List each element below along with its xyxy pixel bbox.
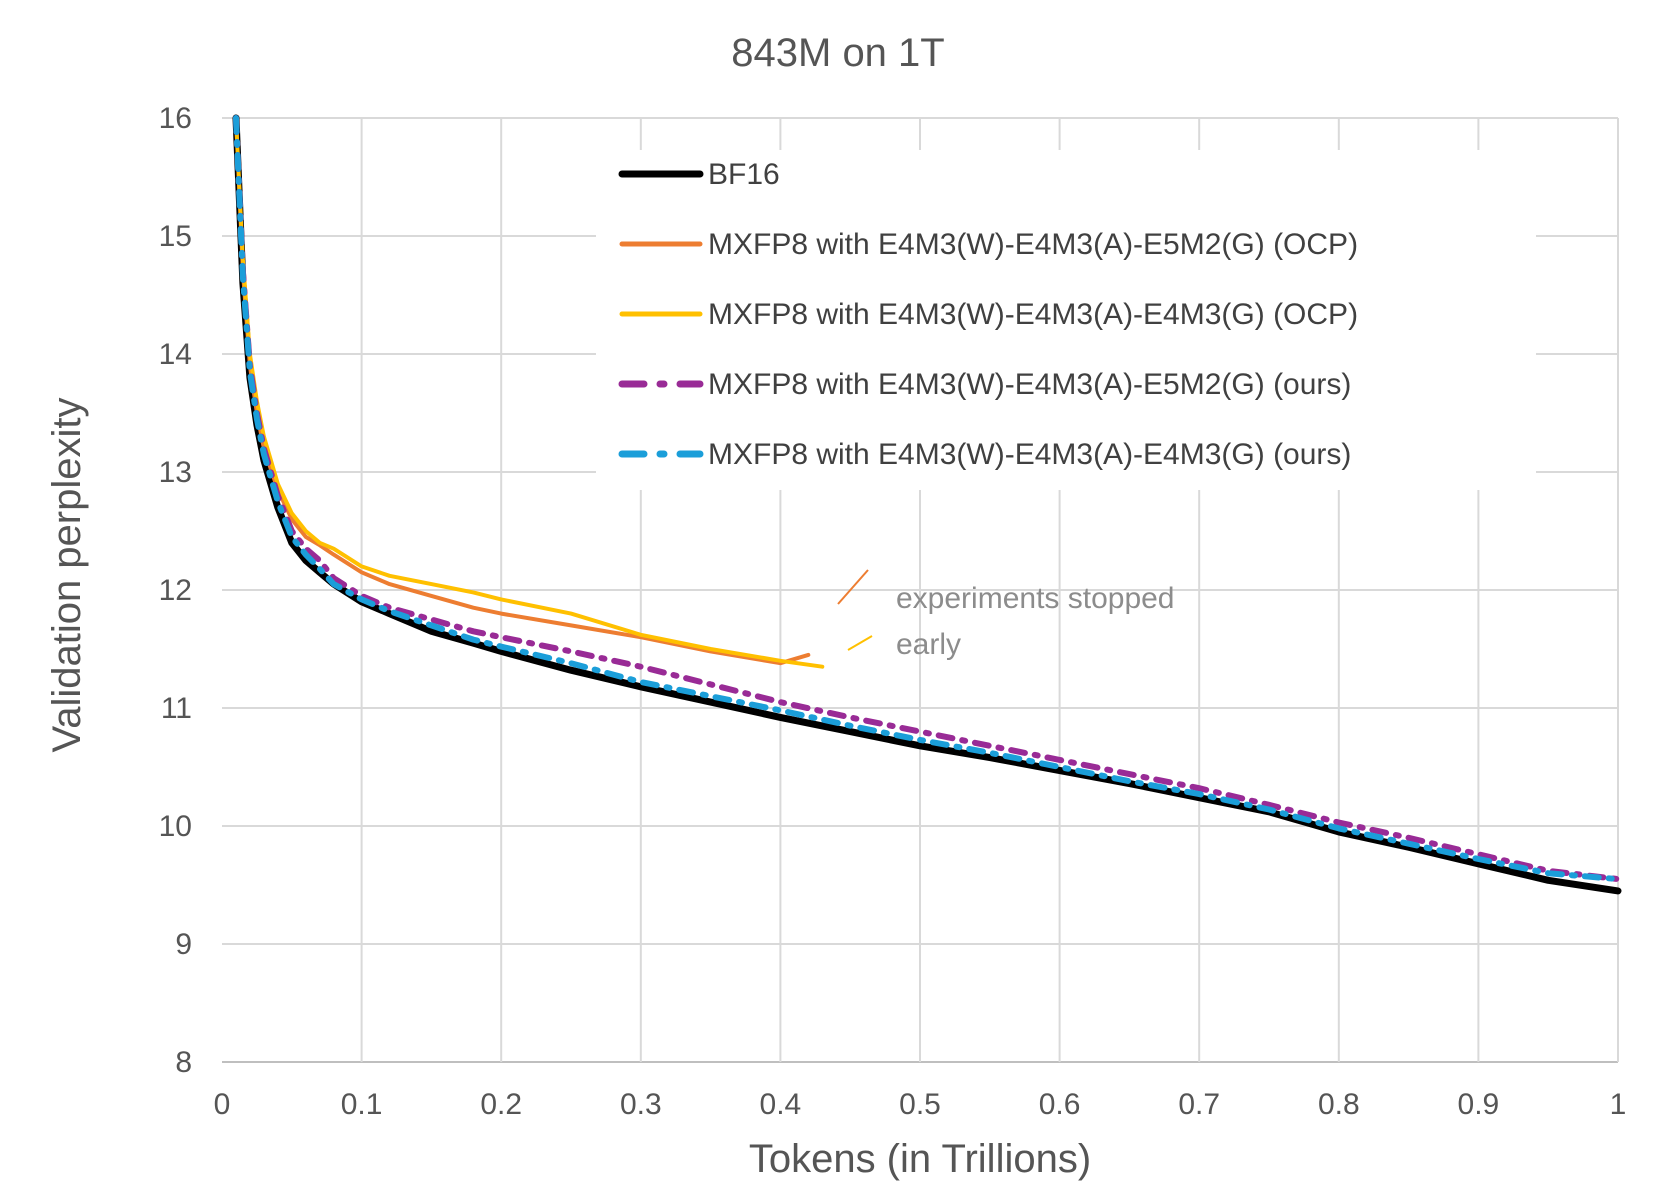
series-line-5 [233, 115, 1621, 883]
x-tick-label: 0.8 [1318, 1088, 1360, 1121]
y-tick-label: 13 [159, 456, 192, 489]
series-layer [232, 114, 1622, 895]
x-tick-label: 0 [214, 1088, 231, 1121]
y-axis-title-group: Validation perplexity [45, 397, 89, 752]
grid [222, 117, 1619, 1063]
y-tick-label: 8 [175, 1046, 192, 1079]
annotation-pointer-yellow [847, 635, 873, 651]
annotation-line-1: experiments stopped [896, 582, 1175, 615]
legend-label-3: MXFP8 with E4M3(W)-E4M3(A)-E4M3(G) (OCP) [708, 298, 1358, 331]
annotation-line-2: early [896, 628, 961, 661]
x-axis-title: Tokens (in Trillions) [749, 1137, 1091, 1181]
legend-label-2: MXFP8 with E4M3(W)-E4M3(A)-E5M2(G) (OCP) [708, 228, 1358, 261]
axis-labels: 8 9 10 11 12 13 14 15 16 0 0.1 0.2 0.3 0.4 0.5 0.6 0.7 0.… [159, 102, 1627, 1121]
x-tick-label: 0.1 [341, 1088, 383, 1121]
y-axis-title: Validation perplexity [45, 397, 89, 752]
legend: BF16 MXFP8 with E4M3(W)-E4M3(A)-E5M2(G) (… [596, 150, 1536, 490]
annotation-pointer-orange [837, 569, 869, 605]
y-tick-label: 9 [175, 928, 192, 961]
x-tick-label: 0.5 [899, 1088, 941, 1121]
y-tick-label: 16 [159, 102, 192, 135]
x-tick-label: 0.6 [1039, 1088, 1081, 1121]
y-tick-label: 14 [159, 338, 192, 371]
series-line-3 [234, 116, 825, 669]
legend-label-4: MXFP8 with E4M3(W)-E4M3(A)-E5M2(G) (ours… [708, 368, 1351, 401]
y-tick-label: 11 [161, 692, 192, 725]
chart-title: 843M on 1T [731, 31, 944, 75]
x-tick-label: 1 [1610, 1088, 1627, 1121]
y-tick-label: 15 [159, 220, 192, 253]
legend-background [596, 150, 1536, 490]
x-tick-label: 0.7 [1178, 1088, 1220, 1121]
x-tick-label: 0.9 [1458, 1088, 1500, 1121]
x-tick-label: 0.4 [760, 1088, 802, 1121]
x-tick-label: 0.2 [480, 1088, 522, 1121]
x-tick-label: 0.3 [620, 1088, 662, 1121]
y-tick-label: 12 [159, 574, 192, 607]
y-tick-label: 10 [159, 810, 192, 843]
legend-label-1: BF16 [708, 158, 780, 191]
legend-label-5: MXFP8 with E4M3(W)-E4M3(A)-E4M3(G) (ours… [708, 438, 1351, 471]
x-axis-title-group: Tokens (in Trillions) [749, 1137, 1091, 1181]
annotation-group: experiments stopped early [837, 569, 1175, 661]
